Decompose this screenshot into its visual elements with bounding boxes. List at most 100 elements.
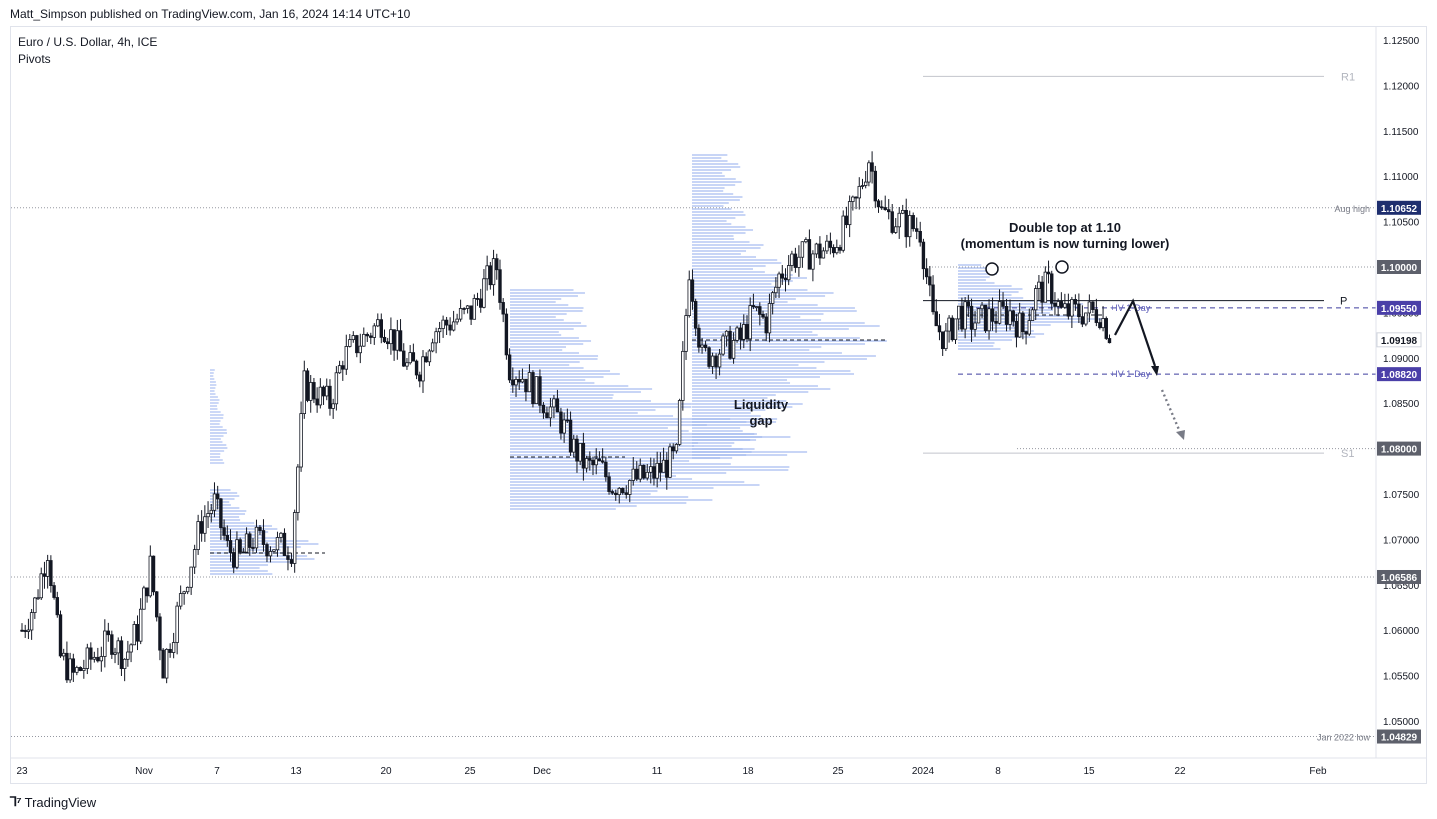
candle-body	[897, 212, 901, 228]
candle-body	[196, 521, 200, 550]
candle-body	[106, 630, 111, 636]
candle-body	[251, 547, 255, 549]
candle-body	[783, 277, 788, 281]
candle-body	[511, 379, 515, 386]
candle-body	[418, 374, 422, 382]
candle-body	[828, 240, 833, 248]
projection-path	[1114, 298, 1157, 367]
candle-body	[610, 491, 614, 494]
candle-body	[681, 350, 685, 401]
candle-body	[279, 532, 283, 538]
time-tick-label: 15	[1083, 766, 1095, 777]
candle-body	[957, 305, 961, 320]
candle-body	[934, 311, 938, 327]
candle-body	[45, 560, 50, 577]
candle-body	[129, 644, 133, 653]
candle-body	[950, 317, 954, 341]
time-tick-label: 25	[832, 766, 844, 777]
candle-body	[1024, 331, 1028, 335]
candle-body	[790, 253, 794, 266]
candle-body	[857, 185, 861, 199]
candle-body	[348, 339, 352, 347]
price-axis: 1.12500 1.12000 1.11500 1.11000 1.10500 1.100…	[1375, 27, 1422, 758]
candle-body	[635, 468, 639, 480]
candle-body	[168, 648, 172, 653]
projection-arrowhead	[1151, 366, 1159, 376]
candle-body	[235, 539, 239, 568]
candle-body	[545, 412, 549, 419]
time-axis: 23 Nov 7 13 20 25 Dec 11 18 25 2024 8 15 22 Feb	[11, 757, 1426, 777]
legend-indicator[interactable]: Pivots	[18, 52, 51, 66]
price-label-text: 1.06586	[1381, 573, 1418, 584]
candle-body	[358, 345, 362, 354]
candle-body	[901, 209, 905, 214]
candle-body	[395, 330, 400, 351]
candle-body	[628, 480, 632, 495]
candle-body	[1087, 301, 1092, 314]
candle-body	[275, 537, 280, 551]
chart-frame[interactable]	[10, 26, 1427, 784]
candle-body	[68, 658, 72, 681]
candle-body	[462, 308, 466, 310]
candle-body	[158, 616, 162, 651]
candle-body	[703, 344, 708, 349]
candle-body	[1027, 320, 1031, 335]
tradingview-footer[interactable]: ⅂⁷ TradingView	[10, 794, 96, 810]
price-tick-label: 1.06000	[1383, 626, 1420, 637]
candle-body	[1040, 281, 1044, 303]
price-tick-label: 1.11500	[1383, 127, 1419, 138]
time-tick-label: 13	[290, 766, 302, 777]
price-label-box	[1377, 569, 1421, 584]
candle-body	[1053, 302, 1057, 307]
candle-body	[1080, 316, 1085, 325]
candle-body	[421, 356, 425, 382]
candle-body	[351, 335, 355, 341]
candle-body	[1063, 303, 1067, 308]
candle-body	[1017, 312, 1022, 338]
time-tick-label: 23	[16, 766, 28, 777]
candle-body	[767, 303, 772, 334]
candle-body	[860, 185, 865, 187]
candle-body	[206, 513, 210, 518]
candle-body	[831, 247, 836, 254]
price-tick-label: 1.12000	[1383, 81, 1420, 92]
candle-body	[1094, 309, 1099, 323]
candle-body	[770, 292, 775, 304]
candle-body	[976, 308, 981, 324]
candle-body	[151, 555, 156, 593]
candle-body	[1066, 303, 1071, 317]
candle-body	[458, 308, 463, 320]
candle-body	[645, 471, 649, 479]
candle-body	[604, 461, 608, 478]
volume-profiles	[210, 154, 1105, 575]
candle-body	[721, 335, 725, 355]
candle-body	[1001, 301, 1005, 307]
time-tick-label: 18	[742, 766, 754, 777]
candle-body	[642, 464, 646, 479]
candle-body	[1077, 303, 1081, 318]
candle-body	[904, 209, 908, 238]
candle-body	[1107, 338, 1112, 344]
candle-body	[469, 305, 473, 320]
candle-body	[23, 630, 27, 632]
candle-body	[565, 419, 570, 422]
candle-body	[379, 319, 383, 338]
candle-body	[286, 555, 290, 560]
candle-body	[1070, 299, 1074, 317]
candle-body	[631, 468, 635, 481]
price-label-text: 1.09198	[1381, 336, 1418, 347]
price-label-box	[1377, 367, 1421, 382]
candle-body	[1008, 310, 1012, 325]
candle-body	[825, 240, 829, 252]
legend-symbol[interactable]: Euro / U.S. Dollar, 4h, ICE	[18, 35, 158, 49]
candle-body	[55, 597, 59, 616]
candlesticks	[20, 151, 1112, 684]
candle-body	[581, 442, 586, 469]
candle-body	[524, 378, 528, 393]
candle-body	[344, 346, 348, 370]
candle-body	[707, 347, 711, 367]
candle-body	[638, 464, 642, 480]
candle-body	[658, 462, 663, 473]
candle-body	[355, 335, 359, 354]
